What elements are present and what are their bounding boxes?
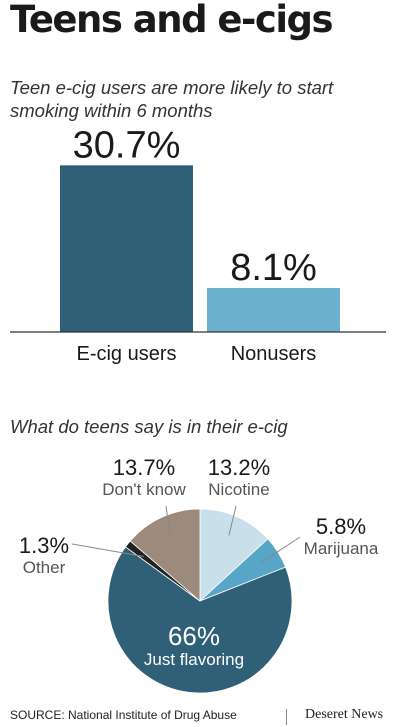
slice-value-label: 13.2% <box>208 455 270 480</box>
slice-label: Other <box>23 558 66 577</box>
footer-divider <box>286 709 287 725</box>
bar-chart: 30.7% E-cig users 8.1% Nonusers <box>10 130 386 365</box>
leader-line <box>71 543 144 557</box>
slice-label: Just flavoring <box>144 650 244 669</box>
slice-label: Marijuana <box>304 539 379 558</box>
slice-value-label: 66% <box>168 621 220 651</box>
slice-value-label: 5.8% <box>316 514 366 539</box>
leader-line <box>260 536 301 564</box>
slice-label: Don't know <box>102 480 186 499</box>
pie-slice <box>199 508 269 602</box>
leader-line <box>228 505 237 536</box>
page-title: Teens and e-cigs <box>10 0 334 41</box>
bar-chart-title: Teen e-cig users are more likely to star… <box>10 77 334 121</box>
bar <box>60 165 193 332</box>
source-note: SOURCE: National Institute of Drug Abuse <box>10 708 237 722</box>
pie-chart: 13.2%Nicotine 5.8%Marijuana 66%Just flavor… <box>19 455 379 694</box>
brand-logo: Deseret News <box>305 707 384 722</box>
pie-slice <box>107 546 293 694</box>
slice-value-label: 13.7% <box>113 455 175 480</box>
slice-label: Nicotine <box>208 480 269 499</box>
slice-value-label: 1.3% <box>19 533 69 558</box>
leader-line <box>165 505 171 536</box>
bar-value-label: 8.1% <box>230 247 317 289</box>
category-label: Nonusers <box>231 343 317 365</box>
pie-chart-title: What do teens say is in their e-cig <box>10 416 288 437</box>
bar-value-label: 30.7% <box>73 130 181 166</box>
bar <box>207 288 340 332</box>
pie-slice <box>129 508 201 602</box>
category-label: E-cig users <box>76 343 176 365</box>
